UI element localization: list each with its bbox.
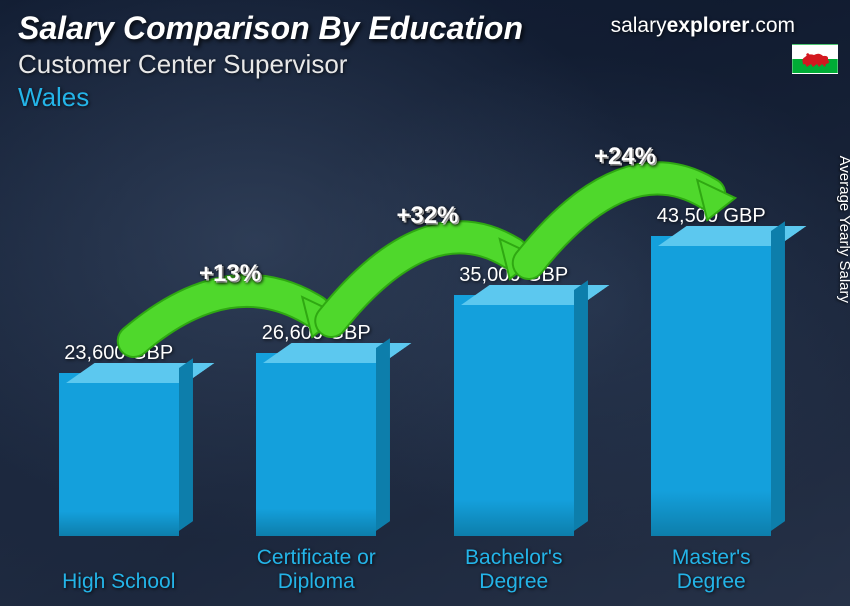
- brand-prefix: salary: [611, 14, 667, 37]
- brand-suffix: .com: [749, 14, 795, 37]
- bar-front-face: [454, 295, 574, 536]
- bar-side-face: [771, 221, 785, 531]
- bar-side-face: [574, 280, 588, 531]
- page-subtitle: Customer Center Supervisor: [18, 49, 832, 80]
- wales-flag-icon: [792, 44, 838, 74]
- bar-category-label: Bachelor'sDegree: [424, 546, 604, 594]
- bar-value-label: 35,000 GBP: [459, 264, 568, 287]
- bar-value-label: 26,600 GBP: [262, 322, 371, 345]
- bar-chart: 23,600 GBP High School 26,600 GBP Certif…: [40, 135, 790, 536]
- y-axis-label: Average Yearly Salary: [836, 156, 850, 303]
- bar-side-face: [376, 338, 390, 531]
- bar-wrap: 35,000 GBP Bachelor'sDegree: [435, 264, 593, 536]
- bar-wrap: 26,600 GBP Certificate orDiploma: [238, 322, 396, 536]
- bar-front-face: [256, 353, 376, 536]
- bar-category-label: Certificate orDiploma: [226, 546, 406, 594]
- bar: [454, 295, 574, 536]
- bar-front-face: [651, 236, 771, 536]
- bar-wrap: 23,600 GBP High School: [40, 342, 198, 536]
- region-label: Wales: [18, 82, 832, 113]
- bar: [651, 236, 771, 536]
- bar-wrap: 43,500 GBP Master'sDegree: [633, 205, 791, 536]
- bar: [256, 353, 376, 536]
- bar-value-label: 43,500 GBP: [657, 205, 766, 228]
- brand-logo: salaryexplorer.com: [611, 14, 795, 38]
- bar-category-label: High School: [29, 570, 209, 594]
- bar: [59, 373, 179, 536]
- bar-side-face: [179, 358, 193, 531]
- bar-category-label: Master'sDegree: [621, 546, 801, 594]
- bar-value-label: 23,600 GBP: [64, 342, 173, 365]
- bar-front-face: [59, 373, 179, 536]
- brand-bold: explorer: [667, 14, 750, 37]
